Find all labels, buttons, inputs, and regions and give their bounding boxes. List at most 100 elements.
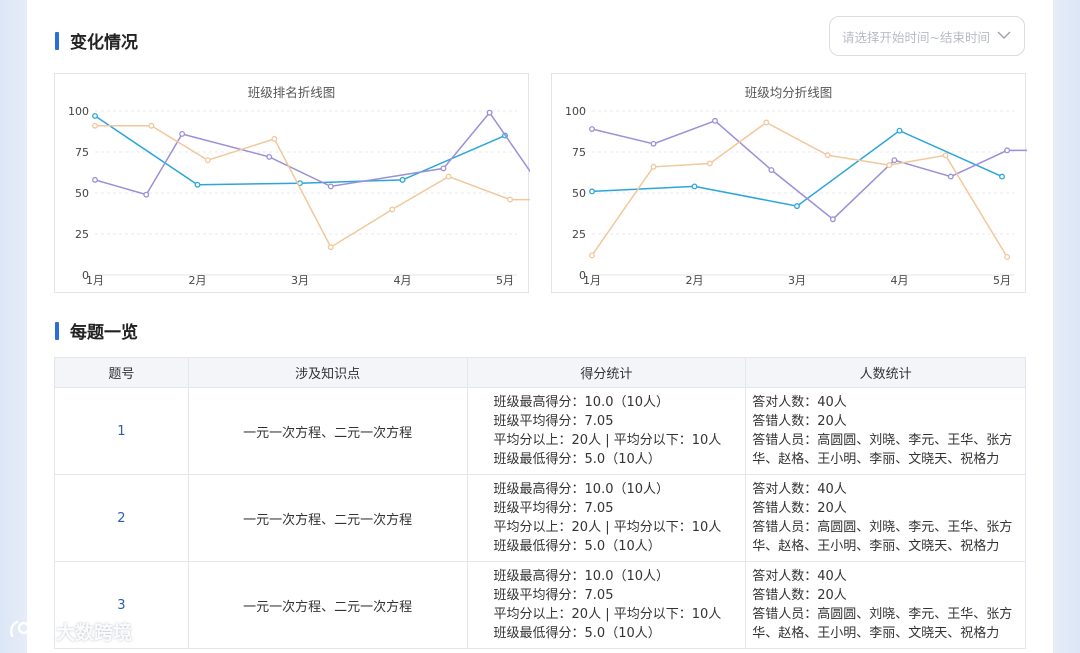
people-line: 华、赵格、王小明、李丽、文晓天、祝格力 [752, 539, 1000, 554]
score-line: 平均分以上：20人 | 平均分以下：10人 [493, 520, 722, 535]
data-point [824, 152, 831, 159]
data-point [589, 188, 595, 195]
y-tick-label: 75 [572, 146, 586, 159]
people-line: 答对人数：40人 [752, 482, 847, 497]
data-point [389, 206, 396, 213]
data-point [589, 252, 595, 259]
score-line: 班级最低得分：5.0（10人） [493, 539, 661, 554]
chart-title: 班级排名折线图 [247, 85, 336, 100]
x-tick-label: 3月 [291, 274, 309, 287]
data-point [179, 131, 186, 137]
people-line: 答错人员：高圆圆、刘晓、李元、王华、张方 [752, 433, 1013, 448]
score-stats: 班级最高得分：10.0（10人） 班级平均得分：7.05 平均分以上：20人 |… [466, 474, 747, 562]
section-title-questions: 每题一览 [55, 318, 138, 343]
series-line [591, 121, 1008, 258]
x-tick-label: 5月 [496, 274, 514, 287]
x-tick-label: 2月 [686, 274, 704, 287]
people-stats: 答对人数：40人 答错人数：20人 答错人员：高圆圆、刘晓、李元、王华、张方 华… [745, 387, 1026, 475]
question-number[interactable]: 1 [54, 387, 189, 475]
people-line: 答对人数：40人 [752, 569, 847, 584]
score-line: 班级平均得分：7.05 [493, 588, 614, 603]
section-title-text: 每题一览 [70, 323, 138, 343]
data-point [942, 152, 949, 159]
header-people-stats: 人数统计 [745, 357, 1026, 388]
title-accent-bar [55, 321, 59, 340]
score-line: 班级平均得分：7.05 [493, 501, 614, 516]
x-tick-label: 1月 [583, 274, 601, 287]
knowledge-points: 一元一次方程、二元一次方程 [187, 561, 468, 649]
people-line: 答错人员：高圆圆、刘晓、李元、王华、张方 [752, 520, 1013, 535]
header-knowledge-points: 涉及知识点 [187, 357, 468, 388]
question-table: 题号 涉及知识点 得分统计 人数统计 1 一元一次方程、二元一次方程 班级最高得… [54, 357, 1026, 649]
data-point [507, 196, 514, 203]
table-row: 3 一元一次方程、二元一次方程 班级最高得分：10.0（10人） 班级平均得分：… [54, 561, 1026, 649]
y-tick-label: 75 [75, 146, 89, 159]
header-score-stats: 得分统计 [466, 357, 747, 388]
people-line: 答错人员：高圆圆、刘晓、李元、王华、张方 [752, 607, 1013, 622]
brand-logo-icon [8, 616, 52, 647]
date-range-picker[interactable]: 请选择开始时间~结束时间 [829, 16, 1025, 56]
y-tick-label: 50 [75, 187, 89, 200]
data-point [486, 109, 493, 116]
series-line [591, 119, 1027, 221]
average-chart-svg: 0 25 50 75 100 1月 2月 3月 4月 5月 [565, 105, 1027, 287]
people-line: 答错人数：20人 [752, 414, 847, 429]
table-header-row: 题号 涉及知识点 得分统计 人数统计 [54, 357, 1026, 388]
watermark: 大数跨境 [8, 616, 132, 647]
score-line: 班级最低得分：5.0（10人） [493, 626, 661, 641]
chevron-down-icon [996, 27, 1012, 46]
data-point [896, 127, 903, 134]
title-accent-bar [55, 31, 59, 50]
data-point [999, 173, 1005, 180]
data-point [706, 160, 713, 167]
main-panel: 变化情况 请选择开始时间~结束时间 班级排名折线图 0 25 50 75 100 1月 2月… [27, 0, 1053, 653]
data-point [891, 157, 898, 164]
table-row: 1 一元一次方程、二元一次方程 班级最高得分：10.0（10人） 班级平均得分：… [54, 387, 1026, 475]
score-line: 平均分以上：20人 | 平均分以下：10人 [493, 433, 722, 448]
data-point [712, 117, 718, 124]
score-line: 班级最高得分：10.0（10人） [493, 482, 670, 497]
y-tick-label: 100 [565, 105, 586, 118]
watermark-text: 大数跨境 [56, 622, 133, 644]
data-point [143, 191, 150, 198]
data-point [650, 140, 657, 147]
score-line: 班级最高得分：10.0（10人） [493, 569, 670, 584]
question-number[interactable]: 2 [54, 474, 189, 562]
score-stats: 班级最高得分：10.0（10人） 班级平均得分：7.05 平均分以上：20人 |… [466, 561, 747, 649]
data-point [194, 181, 201, 188]
data-point [445, 173, 452, 180]
score-line: 班级最高得分：10.0（10人） [493, 395, 670, 410]
x-tick-label: 2月 [189, 274, 207, 287]
table-row: 2 一元一次方程、二元一次方程 班级最高得分：10.0（10人） 班级平均得分：… [54, 474, 1026, 562]
y-tick-label: 0 [82, 269, 89, 282]
data-point [829, 216, 836, 223]
x-tick-label: 3月 [788, 274, 806, 287]
x-tick-label: 4月 [394, 274, 412, 287]
people-line: 答错人数：20人 [752, 501, 847, 516]
data-point [92, 122, 98, 129]
header-question-number: 题号 [54, 357, 189, 388]
data-point [92, 112, 98, 119]
score-line: 班级最低得分：5.0（10人） [493, 452, 661, 467]
score-stats: 班级最高得分：10.0（10人） 班级平均得分：7.05 平均分以上：20人 |… [466, 387, 747, 475]
people-line: 答对人数：40人 [752, 395, 847, 410]
x-tick-label: 5月 [993, 274, 1011, 287]
people-line: 答错人数：20人 [752, 588, 847, 603]
y-tick-label: 25 [75, 228, 89, 241]
question-number[interactable]: 3 [54, 561, 189, 649]
series-line [94, 111, 530, 196]
section-title-text: 变化情况 [70, 33, 138, 53]
section-title-changes: 变化情况 [55, 28, 138, 53]
data-point [92, 176, 98, 183]
score-line: 平均分以上：20人 | 平均分以下：10人 [493, 607, 722, 622]
y-tick-label: 0 [579, 269, 586, 282]
average-chart: 班级均分折线图 0 25 50 75 100 1月 2月 3月 4月 5月 [551, 73, 1027, 293]
data-point [947, 173, 954, 180]
data-point [327, 244, 334, 251]
rank-chart: 班级排名折线图 0 25 50 75 100 1月 2月 3月 4月 5月 [54, 73, 530, 293]
date-range-placeholder: 请选择开始时间~结束时间 [842, 29, 990, 45]
data-point [266, 153, 273, 160]
data-point [148, 122, 155, 129]
data-point [1004, 147, 1011, 154]
series-line [95, 125, 530, 249]
